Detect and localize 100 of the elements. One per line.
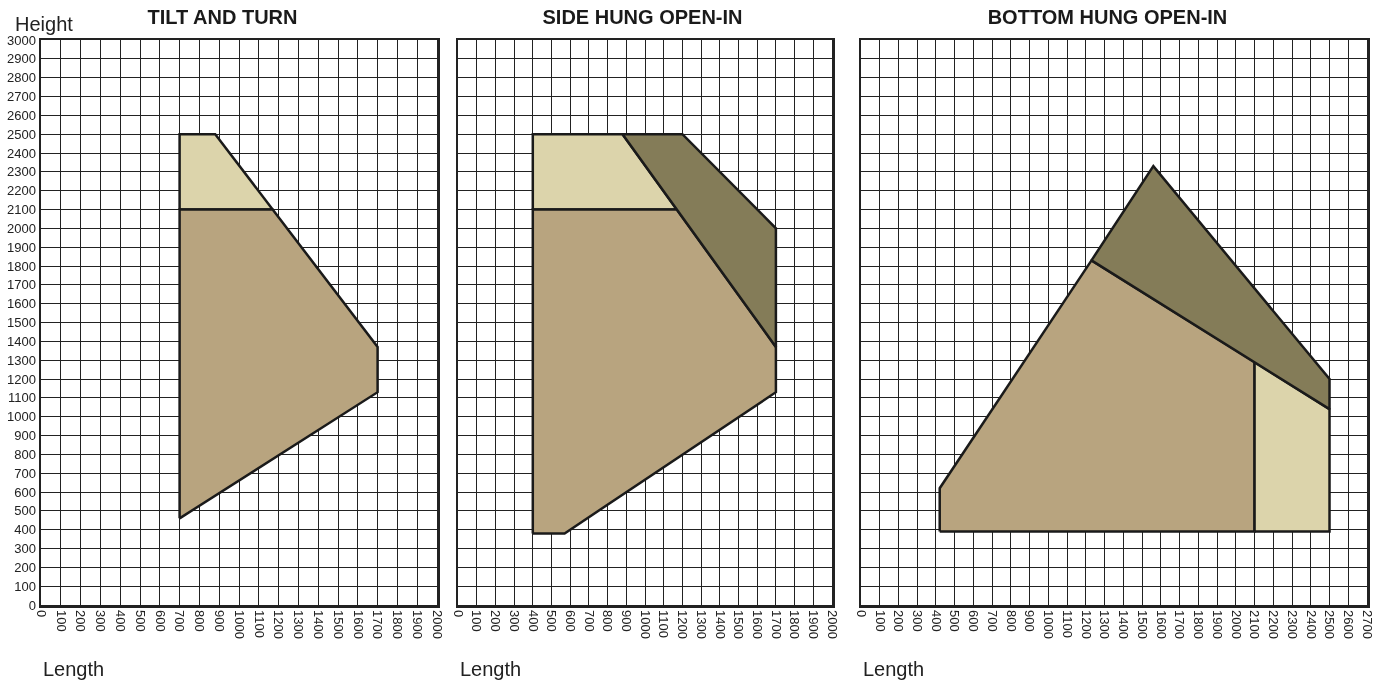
x-tick-label: 1500	[731, 610, 747, 640]
x-tick-label: 1600	[1153, 610, 1169, 640]
y-tick-label: 2500	[6, 126, 36, 142]
x-tick-label: 1400	[310, 610, 326, 640]
x-tick-label: 900	[211, 610, 227, 632]
x-tick-label: 1900	[1209, 610, 1225, 640]
y-tick-label: 300	[14, 541, 36, 557]
x-tick-label: 2000	[1228, 610, 1244, 640]
y-tick-label: 2700	[6, 89, 36, 105]
x-tick-label: 1200	[675, 610, 691, 640]
y-tick-label: 700	[14, 465, 36, 481]
x-tick-label: 800	[600, 610, 616, 632]
x-tick-label: 0	[33, 610, 49, 618]
x-tick-label: 1900	[806, 610, 822, 640]
x-tick-label: 400	[525, 610, 541, 632]
x-tick-label: 1600	[350, 610, 366, 640]
x-tick-label: 500	[132, 610, 148, 632]
x-tick-label: 700	[581, 610, 597, 632]
x-tick-label: 800	[1003, 610, 1019, 632]
x-tick-label: 1500	[1134, 610, 1150, 640]
y-tick-label: 2600	[6, 107, 36, 123]
x-tick-label: 1700	[370, 610, 386, 640]
x-tick-label: 0	[450, 610, 466, 618]
y-tick-label: 400	[14, 522, 36, 538]
x-tick-label: 100	[469, 610, 485, 632]
x-tick-label: 1300	[291, 610, 307, 640]
x-tick-label: 600	[152, 610, 168, 632]
y-tick-label: 1600	[6, 296, 36, 312]
x-tick-label: 300	[93, 610, 109, 632]
x-tick-label: 1400	[1116, 610, 1132, 640]
y-tick-label: 500	[14, 503, 36, 519]
y-tick-label: 1800	[6, 258, 36, 274]
y-tick-label: 100	[14, 578, 36, 594]
chart-title: SIDE HUNG OPEN-IN	[542, 6, 743, 29]
x-tick-label: 500	[947, 610, 963, 632]
x-tick-label: 1700	[1172, 610, 1188, 640]
x-tick-label: 900	[619, 610, 635, 632]
x-tick-label: 1000	[231, 610, 247, 640]
x-tick-label: 2600	[1341, 610, 1357, 640]
y-tick-label: 2200	[6, 183, 36, 199]
x-tick-label: 2300	[1284, 610, 1300, 640]
y-tick-label: 1500	[6, 315, 36, 331]
x-tick-label: 2400	[1303, 610, 1319, 640]
y-tick-label: 1000	[6, 409, 36, 425]
x-tick-label: 2700	[1359, 610, 1375, 640]
y-tick-label: 2100	[6, 202, 36, 218]
x-tick-label: 700	[172, 610, 188, 632]
x-tick-label: 600	[966, 610, 982, 632]
x-tick-label: 1700	[768, 610, 784, 640]
y-tick-label: 200	[14, 559, 36, 575]
chart-title: TILT AND TURN	[147, 6, 298, 29]
y-tick-label: 2800	[6, 70, 36, 86]
y-tick-label: 1200	[6, 371, 36, 387]
y-tick-label: 1400	[6, 333, 36, 349]
x-tick-label: 2000	[429, 610, 445, 640]
x-tick-label: 1100	[656, 610, 672, 639]
y-tick-label: 2300	[6, 164, 36, 180]
y-tick-label: 3000	[6, 32, 36, 48]
x-tick-label: 600	[562, 610, 578, 632]
y-tick-label: 1100	[7, 390, 36, 406]
x-tick-label: 300	[506, 610, 522, 632]
x-tick-label: 1100	[251, 610, 267, 639]
x-tick-label: 200	[73, 610, 89, 632]
y-tick-label: 1300	[6, 352, 36, 368]
x-tick-label: 1800	[787, 610, 803, 640]
x-tick-label: 1500	[330, 610, 346, 640]
x-tick-label: 2100	[1247, 610, 1263, 640]
x-tick-label: 2200	[1266, 610, 1282, 640]
x-tick-label: 100	[872, 610, 888, 632]
x-tick-label: 1600	[749, 610, 765, 640]
x-tick-label: 800	[192, 610, 208, 632]
y-tick-label: 800	[14, 446, 36, 462]
x-tick-label: 1300	[693, 610, 709, 640]
x-tick-label: 0	[853, 610, 869, 618]
x-tick-label: 1200	[1078, 610, 1094, 640]
x-tick-label: 1800	[1191, 610, 1207, 640]
x-tick-label: 200	[488, 610, 504, 632]
x-tick-label: 400	[112, 610, 128, 632]
y-tick-label: 2900	[6, 51, 36, 67]
y-tick-label: 600	[14, 484, 36, 500]
x-tick-label: 700	[984, 610, 1000, 632]
x-tick-label: 1400	[712, 610, 728, 640]
x-tick-label: 200	[891, 610, 907, 632]
x-tick-label: 2000	[824, 610, 840, 640]
y-tick-label: 2400	[6, 145, 36, 161]
x-tick-label: 1800	[390, 610, 406, 640]
x-tick-label: 100	[53, 610, 69, 632]
x-tick-label: 1300	[1097, 610, 1113, 640]
x-tick-label: 900	[1022, 610, 1038, 632]
y-tick-label: 2000	[6, 220, 36, 236]
y-tick-label: 1900	[6, 239, 36, 255]
y-tick-label: 900	[14, 428, 36, 444]
x-tick-label: 1000	[637, 610, 653, 640]
x-tick-label: 2500	[1322, 610, 1338, 640]
chart-title: BOTTOM HUNG OPEN-IN	[987, 6, 1228, 29]
y-axis-title: Height	[15, 13, 74, 35]
x-tick-label: 300	[909, 610, 925, 632]
x-axis-title: Length	[863, 658, 925, 680]
x-tick-label: 1900	[409, 610, 425, 640]
x-tick-label: 1100	[1059, 610, 1075, 639]
